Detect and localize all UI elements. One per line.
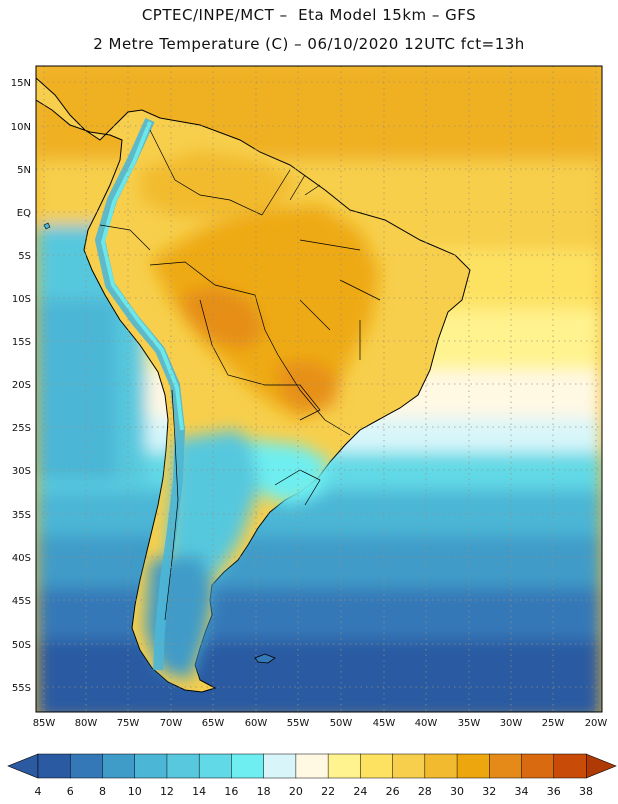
border-paraguay — [265, 384, 321, 421]
legend-swatch — [231, 753, 265, 779]
legend-swatch — [134, 753, 168, 779]
border-brazil-west — [149, 261, 351, 436]
border-colombia-venezuela — [149, 129, 263, 216]
legend-swatches — [37, 753, 587, 779]
lat-label: 15S — [12, 337, 31, 348]
legend-value-label: 34 — [515, 785, 529, 798]
lon-label: 35W — [458, 718, 481, 729]
lon-label: 30W — [500, 718, 523, 729]
lon-label: 85W — [33, 718, 56, 729]
legend-arrow-right — [585, 753, 617, 779]
legend-swatch — [521, 753, 555, 779]
lon-label: 45W — [373, 718, 396, 729]
legend-labels: 4 6 8 10 12 14 16 18 20 22 24 26 28 30 32 34 36 38 — [35, 785, 594, 798]
border-peru-bolivia — [199, 299, 266, 386]
lon-label: 75W — [117, 718, 140, 729]
title-line-1: CPTEC/INPE/MCT – Eta Model 15km – GFS — [141, 6, 477, 24]
lat-label: 20S — [12, 380, 31, 391]
legend-value-label: 20 — [289, 785, 303, 798]
lat-label: 5S — [18, 251, 31, 262]
color-legend: 4 6 8 10 12 14 16 18 20 22 24 26 28 30 32 34 36 38 — [7, 753, 617, 798]
lat-label: 40S — [12, 553, 31, 564]
legend-value-label: 26 — [386, 785, 400, 798]
legend-value-label: 10 — [128, 785, 142, 798]
legend-value-label: 22 — [321, 785, 335, 798]
border-brazil-states — [299, 239, 381, 360]
legend-value-label: 8 — [99, 785, 106, 798]
border-chile-argentina — [164, 389, 179, 621]
country-borders — [99, 129, 381, 621]
border-ecuador — [99, 224, 151, 251]
lat-label: EQ — [17, 208, 31, 219]
falkland-islands — [254, 653, 276, 664]
legend-swatch — [263, 753, 297, 779]
legend-swatch — [295, 753, 329, 779]
legend-swatch — [198, 753, 232, 779]
lon-label: 25W — [542, 718, 565, 729]
graticule — [36, 66, 602, 712]
legend-swatch — [456, 753, 490, 779]
lat-label: 5N — [17, 165, 31, 176]
hot-core-south — [275, 360, 340, 415]
lon-label: 40W — [415, 718, 438, 729]
temperature-map — [36, 66, 602, 712]
lat-label: 45S — [12, 596, 31, 607]
legend-value-label: 28 — [418, 785, 432, 798]
legend-swatch — [166, 753, 200, 779]
lon-label: 50W — [330, 718, 353, 729]
latitude-axis: 15N 10N 5N EQ 5S 10S 15S 20S 25S 30S 35S… — [11, 78, 31, 694]
lat-label: 15N — [11, 78, 31, 89]
amazon-warm — [140, 150, 300, 220]
lat-label: 35S — [12, 510, 31, 521]
legend-value-label: 6 — [67, 785, 74, 798]
lat-label: 30S — [12, 466, 31, 477]
border-guianas — [261, 169, 321, 216]
legend-swatch — [69, 753, 104, 779]
lon-label: 70W — [160, 718, 183, 729]
ocean-band-40s — [36, 536, 602, 590]
lat-label: 55S — [12, 683, 31, 694]
ocean-band-55s — [36, 640, 602, 712]
legend-value-label: 30 — [450, 785, 464, 798]
legend-swatch — [553, 753, 587, 779]
lon-label: 60W — [245, 718, 268, 729]
lon-label: 55W — [287, 718, 310, 729]
legend-swatch — [424, 753, 458, 779]
lat-label: 10N — [11, 122, 31, 133]
galapagos-islands — [43, 222, 51, 230]
legend-swatch — [360, 753, 394, 779]
lon-label: 65W — [202, 718, 225, 729]
legend-value-label: 16 — [224, 785, 238, 798]
lon-label: 20W — [585, 718, 608, 729]
lat-label: 25S — [12, 423, 31, 434]
legend-swatch — [489, 753, 523, 779]
legend-value-label: 32 — [482, 785, 496, 798]
legend-swatch — [327, 753, 361, 779]
legend-swatch — [392, 753, 426, 779]
legend-value-label: 24 — [353, 785, 367, 798]
longitude-axis: 85W 80W 75W 70W 65W 60W 55W 50W 45W 40W … — [33, 718, 608, 729]
title-line-2: 2 Metre Temperature (C) – 06/10/2020 12U… — [93, 35, 525, 53]
lat-label: 10S — [12, 294, 31, 305]
lon-label: 80W — [75, 718, 98, 729]
legend-value-label: 36 — [547, 785, 561, 798]
lat-label: 50S — [12, 640, 31, 651]
ocean-band-35s — [36, 490, 602, 538]
andes-ridge-highlight — [101, 121, 184, 431]
border-uruguay — [274, 469, 321, 506]
legend-arrow-left — [7, 753, 39, 779]
land-temperature-fields — [140, 150, 380, 680]
pacific-cold-core — [36, 300, 116, 480]
pampas-cool — [250, 440, 330, 505]
legend-value-label: 4 — [35, 785, 42, 798]
legend-value-label: 12 — [160, 785, 174, 798]
legend-value-label: 38 — [579, 785, 593, 798]
legend-swatch — [102, 753, 136, 779]
map-frame — [35, 65, 603, 713]
hot-core-west — [180, 285, 265, 350]
legend-swatch — [37, 753, 71, 779]
legend-value-label: 18 — [257, 785, 271, 798]
legend-value-label: 14 — [192, 785, 206, 798]
